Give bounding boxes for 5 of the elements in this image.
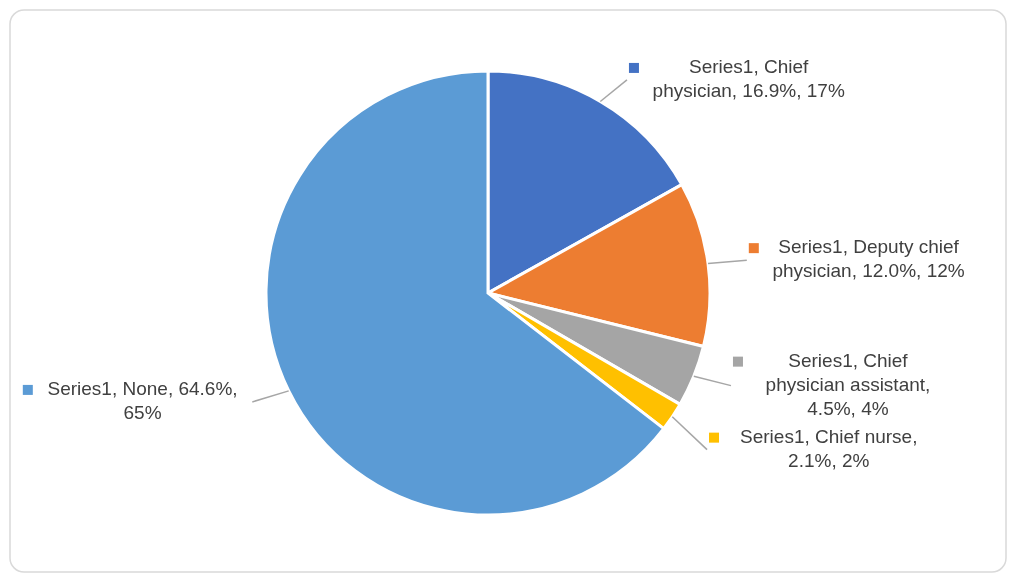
slice-label: Series1, Chief physician, 16.9%, 17% xyxy=(652,56,845,102)
legend-label: Series1, Chief physician assistant, 4.5%, 4% xyxy=(765,349,931,419)
legend-label: Series1, Deputy chief physician, 12.0%, 12% xyxy=(772,236,965,282)
legend-label: Series1, None, 64.6%, 65% xyxy=(47,378,238,424)
legend-label: Series1, Chief nurse, 2.1%, 2% xyxy=(740,425,918,471)
